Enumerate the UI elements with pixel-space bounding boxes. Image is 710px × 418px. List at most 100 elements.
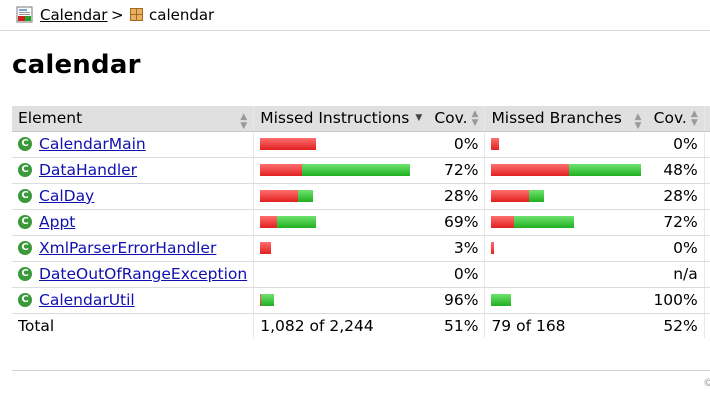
- class-link[interactable]: Appt: [39, 213, 76, 231]
- instruction-missed-segment: [260, 190, 299, 202]
- footer-divider: [12, 370, 710, 371]
- instruction-cov-cell: 72%: [428, 157, 486, 184]
- instruction-coverage-bar: [260, 294, 422, 306]
- branch-covered-segment: [491, 294, 512, 306]
- instruction-coverage-bar: [260, 190, 422, 202]
- class-link[interactable]: DateOutOfRangeException: [39, 265, 248, 283]
- missed-branches-cell: [484, 261, 648, 288]
- branch-cov-cell: 0%: [647, 131, 705, 158]
- header-cov-branches[interactable]: Cov. ▲ ▼: [647, 106, 705, 132]
- branch-missed-segment: [491, 190, 530, 202]
- footer-note-icon: ©: [703, 376, 710, 389]
- missed-branches-cell: [484, 157, 648, 184]
- element-cell: C CalendarMain: [12, 131, 255, 158]
- branch-missed-segment: [491, 242, 495, 254]
- instruction-cov-cell: 0%: [428, 261, 486, 288]
- instruction-coverage-bar: [260, 138, 422, 150]
- page-title: calendar: [12, 50, 141, 80]
- table-header-row: Element ▲ ▼ Missed Instructions ▼ Cov. ▲ ▼ M…: [12, 106, 710, 132]
- element-cell: C DataHandler: [12, 157, 255, 184]
- sort-arrows-icon: ▲ ▼: [471, 108, 479, 128]
- class-icon: C: [18, 163, 32, 177]
- missed-instructions-cell: [253, 209, 429, 236]
- branch-coverage-bar: [491, 216, 641, 228]
- header-element-label: Element: [18, 109, 83, 128]
- breadcrumb-current: calendar: [149, 6, 215, 24]
- class-link[interactable]: XmlParserErrorHandler: [39, 239, 217, 257]
- total-branch-missed: 79 of 168: [484, 312, 648, 338]
- total-instr-missed: 1,082 of 2,244: [253, 312, 429, 338]
- branch-coverage-bar: [491, 164, 642, 176]
- header-missed-branches[interactable]: Missed Branches ▲ ▼: [484, 106, 648, 132]
- branch-cov-cell: 0%: [647, 235, 705, 262]
- header-missed-instructions-label: Missed Instructions: [260, 109, 410, 128]
- class-link[interactable]: CalendarMain: [39, 135, 146, 153]
- branch-cov-cell: 48%: [647, 157, 705, 184]
- instruction-coverage-bar: [260, 164, 422, 176]
- instruction-missed-segment: [260, 242, 272, 254]
- branch-missed-segment: [491, 138, 500, 150]
- instruction-cov-cell: 0%: [428, 131, 486, 158]
- class-icon: C: [18, 267, 32, 281]
- instruction-covered-segment: [298, 190, 314, 202]
- report-icon: [16, 6, 33, 23]
- table-row: C DateOutOfRangeException 0% n/a: [12, 261, 710, 288]
- class-link[interactable]: CalendarUtil: [39, 291, 135, 309]
- class-icon: C: [18, 189, 32, 203]
- element-cell: C CalDay: [12, 183, 255, 210]
- sort-desc-icon: ▼: [415, 113, 423, 124]
- branch-cov-cell: 72%: [647, 209, 705, 236]
- class-icon: C: [18, 137, 32, 151]
- instruction-covered-segment: [277, 216, 317, 228]
- missed-branches-cell: [484, 183, 648, 210]
- instruction-missed-segment: [260, 138, 317, 150]
- instruction-cov-cell: 28%: [428, 183, 486, 210]
- class-link[interactable]: CalDay: [39, 187, 95, 205]
- header-next-column[interactable]: [704, 106, 710, 132]
- sort-arrows-icon: ▲ ▼: [634, 112, 642, 131]
- header-cov-instructions[interactable]: Cov. ▲ ▼: [428, 106, 486, 132]
- class-icon: C: [18, 293, 32, 307]
- branch-coverage-bar: [491, 190, 641, 202]
- instruction-cov-cell: 3%: [428, 235, 486, 262]
- missed-instructions-cell: [253, 131, 429, 158]
- instruction-missed-segment: [260, 294, 262, 306]
- total-row: Total 1,082 of 2,244 51% 79 of 168 52%: [12, 312, 710, 338]
- missed-instructions-cell: [253, 261, 429, 288]
- branch-covered-segment: [514, 216, 575, 228]
- total-label: Total: [12, 312, 255, 338]
- table-row: C XmlParserErrorHandler 3% 0%: [12, 235, 710, 262]
- instruction-missed-segment: [260, 216, 278, 228]
- table-row: C CalDay 28% 28%: [12, 183, 710, 210]
- total-branch-cov: 52%: [647, 312, 705, 338]
- breadcrumb: Calendar > calendar: [0, 0, 710, 31]
- sort-arrows-icon: ▲ ▼: [240, 112, 248, 131]
- breadcrumb-root-link[interactable]: Calendar: [40, 6, 108, 24]
- header-cov-branches-label: Cov.: [653, 109, 687, 127]
- branch-coverage-bar: [491, 294, 641, 306]
- table-row: C Appt 69% 72%: [12, 209, 710, 236]
- total-instr-cov: 51%: [428, 312, 486, 338]
- element-cell: C CalendarUtil: [12, 287, 255, 314]
- header-cov-instructions-label: Cov.: [434, 109, 468, 127]
- class-icon: C: [18, 215, 32, 229]
- table-row: C CalendarUtil 96% 100%: [12, 287, 710, 314]
- table-row: C CalendarMain 0% 0%: [12, 131, 710, 158]
- element-cell: C XmlParserErrorHandler: [12, 235, 255, 262]
- element-cell: C Appt: [12, 209, 255, 236]
- branch-covered-segment: [569, 164, 642, 176]
- missed-branches-cell: [484, 287, 648, 314]
- package-icon: [130, 8, 143, 21]
- instruction-cov-cell: 69%: [428, 209, 486, 236]
- branch-coverage-bar: [491, 242, 641, 254]
- branch-missed-segment: [491, 164, 570, 176]
- header-missed-instructions[interactable]: Missed Instructions ▼: [253, 106, 429, 132]
- missed-branches-cell: [484, 235, 648, 262]
- sort-arrows-icon: ▲ ▼: [690, 108, 698, 128]
- class-link[interactable]: DataHandler: [39, 161, 138, 179]
- header-element[interactable]: Element ▲ ▼: [12, 106, 255, 132]
- missed-branches-cell: [484, 209, 648, 236]
- missed-instructions-cell: [253, 157, 429, 184]
- instruction-covered-segment: [261, 294, 275, 306]
- instruction-coverage-bar: [260, 216, 422, 228]
